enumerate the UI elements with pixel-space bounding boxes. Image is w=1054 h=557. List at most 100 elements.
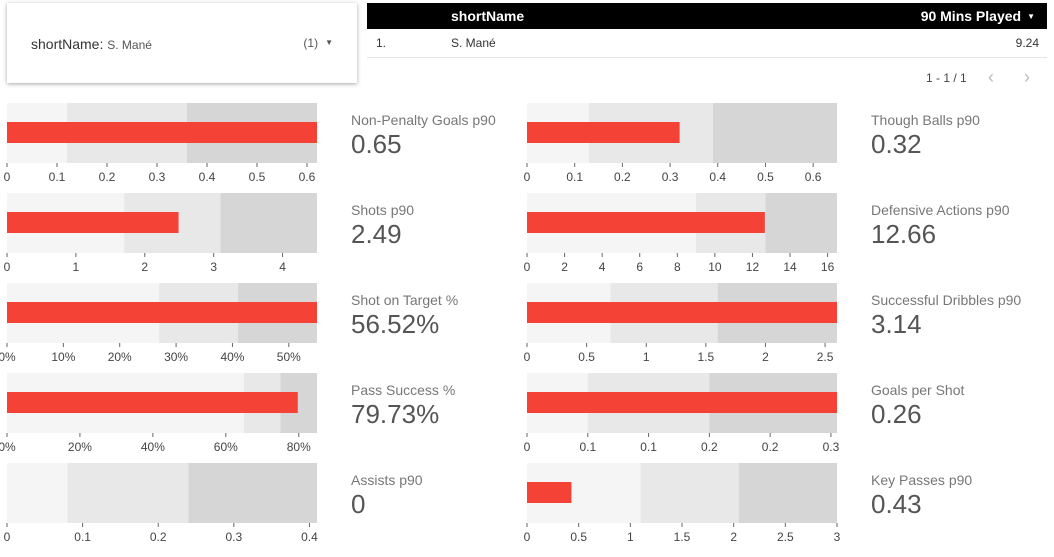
metric-title: Key Passes p90 [871, 472, 973, 488]
axis-tick-label: 1 [73, 260, 80, 274]
bullet-chart-svg: 0 1 2 3 4 [4, 193, 317, 274]
bullet-chart: 0 0.1 0.2 0.3 0.4 0.5 0.6 [4, 103, 317, 185]
value-bar [7, 212, 179, 233]
axis-tick-label: 0.4 [199, 170, 216, 184]
metric-value: 3.14 [871, 309, 922, 339]
metric-title: Shots p90 [351, 202, 415, 218]
axis-tick-label: 0.1 [49, 170, 66, 184]
axis-tick-label: 12 [746, 260, 760, 274]
axis-tick-label: 0.6 [299, 170, 316, 184]
value-bar [7, 392, 298, 413]
metric-title: Defensive Actions p90 [871, 202, 1010, 218]
value-bar [7, 122, 317, 143]
axis-tick-label: 0 [524, 530, 531, 544]
axis-tick-label: 0.5 [757, 170, 774, 184]
axis-tick-label: 0.3 [225, 530, 242, 544]
metric-value: 79.73% [351, 399, 440, 429]
axis-tick-label: 2 [730, 530, 737, 544]
axis-tick-label: 0.1 [640, 440, 657, 454]
axis-tick-label: 0.1 [566, 170, 583, 184]
bullet-chart-svg: 0% 10% 20% 30% 40% 50% [0, 283, 317, 364]
qualitative-range [7, 463, 68, 523]
bullet-chart: 0 0.1 0.1 0.2 0.2 0.3 [524, 373, 840, 455]
axis-tick-label: 0.6 [805, 170, 822, 184]
axis-tick-label: 0.2 [99, 170, 116, 184]
sort-desc-icon[interactable]: ▼ [1027, 12, 1035, 21]
axis-tick-label: 1 [627, 530, 634, 544]
metric-value: 0.32 [871, 129, 922, 159]
axis-tick-label: 50% [277, 350, 301, 364]
bullet-chart-svg: 0 0.5 1 1.5 2 2.5 [524, 283, 837, 364]
bullet-chart: 0% 10% 20% 30% 40% 50% [0, 283, 317, 365]
filter-count-wrap[interactable]: (1) ▼ [303, 36, 333, 50]
metric-value: 0.26 [871, 399, 922, 429]
value-bar [527, 122, 680, 143]
axis-tick-label: 0.1 [579, 440, 596, 454]
row-index: 1. [376, 36, 387, 50]
axis-tick-label: 0.1 [74, 530, 91, 544]
chevron-left-icon[interactable]: ‹ [988, 67, 994, 87]
axis-tick-label: 2.5 [777, 530, 794, 544]
axis-tick-label: 0 [4, 170, 11, 184]
axis-tick-label: 40% [141, 440, 165, 454]
axis-tick-label: 0 [524, 260, 531, 274]
axis-tick-label: 0 [524, 170, 531, 184]
bullet-chart-svg: 0% 20% 40% 60% 80% [0, 373, 317, 454]
axis-tick-label: 0.5 [570, 530, 587, 544]
chevron-down-icon[interactable]: ▼ [325, 38, 333, 47]
axis-tick-label: 4 [599, 260, 606, 274]
axis-tick-label: 1 [643, 350, 650, 364]
filter-label: shortName [31, 36, 100, 52]
axis-tick-label: 10 [708, 260, 722, 274]
metric-value: 2.49 [351, 219, 402, 249]
axis-tick-label: 0.2 [614, 170, 631, 184]
axis-tick-label: 0% [0, 350, 16, 364]
table-row[interactable]: 1. S. Mané 9.24 [367, 29, 1047, 58]
bullet-chart-svg: 0 0.1 0.2 0.3 0.4 0.5 0.6 [4, 103, 317, 184]
bullet-chart: 0 0.5 1 1.5 2 2.5 [524, 283, 837, 365]
axis-tick-label: 0.3 [149, 170, 166, 184]
filter-selected-value: S. Mané [107, 38, 152, 52]
column-header-90-mins-played[interactable]: 90 Mins Played ▼ [921, 8, 1035, 24]
pagination-text: 1 - 1 / 1 [926, 71, 967, 85]
axis-tick-label: 14 [783, 260, 797, 274]
value-bar [527, 392, 837, 413]
axis-tick-label: 16 [821, 260, 835, 274]
filter-label-wrap: shortName: S. Mané [31, 36, 152, 52]
metric-title: Shot on Target % [351, 292, 459, 308]
axis-tick-label: 2 [762, 350, 769, 364]
bullet-chart-svg: 0 0.1 0.2 0.3 0.4 [4, 463, 318, 544]
axis-tick-label: 30% [164, 350, 188, 364]
bullet-chart-svg: 0 0.1 0.2 0.3 0.4 0.5 0.6 [524, 103, 837, 184]
axis-tick-label: 6 [636, 260, 643, 274]
axis-tick-label: 1.5 [698, 350, 715, 364]
axis-tick-label: 1.5 [674, 530, 691, 544]
metric-title: Successful Dribbles p90 [871, 292, 1022, 308]
axis-tick-label: 2 [141, 260, 148, 274]
axis-tick-label: 0% [0, 440, 16, 454]
chevron-right-icon[interactable]: › [1024, 67, 1030, 87]
column-header-shortname[interactable]: shortName [451, 8, 525, 24]
axis-tick-label: 8 [674, 260, 681, 274]
metric-title: Goals per Shot [871, 382, 965, 398]
axis-tick-label: 0.3 [823, 440, 840, 454]
axis-tick-label: 60% [214, 440, 238, 454]
axis-tick-label: 0.3 [662, 170, 679, 184]
bullet-chart-svg: 0 2 4 6 8 10 12 14 16 [524, 193, 837, 274]
metric-value: 0.65 [351, 129, 402, 159]
value-bar [527, 212, 765, 233]
axis-tick-label: 0.5 [249, 170, 266, 184]
metric-value: 56.52% [351, 309, 440, 339]
bullet-chart: 0 0.1 0.2 0.3 0.4 0.5 0.6 [524, 103, 837, 185]
value-bar [527, 302, 837, 323]
shortname-filter-control[interactable]: shortName: S. Mané (1) ▼ [7, 3, 357, 83]
metric-title: Though Balls p90 [871, 112, 980, 128]
axis-tick-label: 0 [4, 530, 11, 544]
axis-tick-label: 0.2 [701, 440, 718, 454]
axis-tick-label: 0.4 [709, 170, 726, 184]
axis-tick-label: 4 [279, 260, 286, 274]
axis-tick-label: 20% [68, 440, 92, 454]
value-bar [527, 482, 572, 503]
bullet-chart: 0 1 2 3 4 [4, 193, 317, 275]
filter-count: (1) [303, 36, 319, 50]
